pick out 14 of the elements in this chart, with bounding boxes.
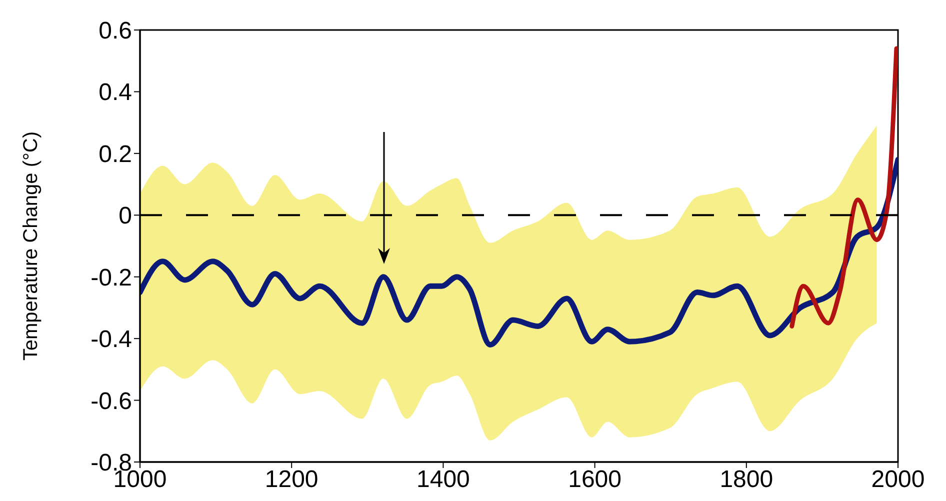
x-tick-label: 1200	[264, 466, 318, 494]
line-series	[790, 46, 898, 328]
y-tick-label: 0	[118, 202, 132, 230]
y-tick-label: 0.4	[98, 79, 132, 106]
y-tick-label: -0.2	[90, 264, 132, 292]
x-tick-label: 1800	[720, 466, 774, 494]
y-tick-label: 0.6	[98, 18, 132, 45]
x-tick-label: 1400	[416, 466, 470, 494]
y-tick-label: -0.6	[90, 388, 132, 415]
y-tick-label: -0.4	[90, 326, 132, 354]
y-axis-title: Temperature Change (°C)	[20, 131, 42, 361]
y-tick-label: 0.2	[98, 140, 132, 168]
x-tick-label: 1600	[568, 466, 622, 494]
x-tick-label: 2000	[871, 466, 925, 494]
